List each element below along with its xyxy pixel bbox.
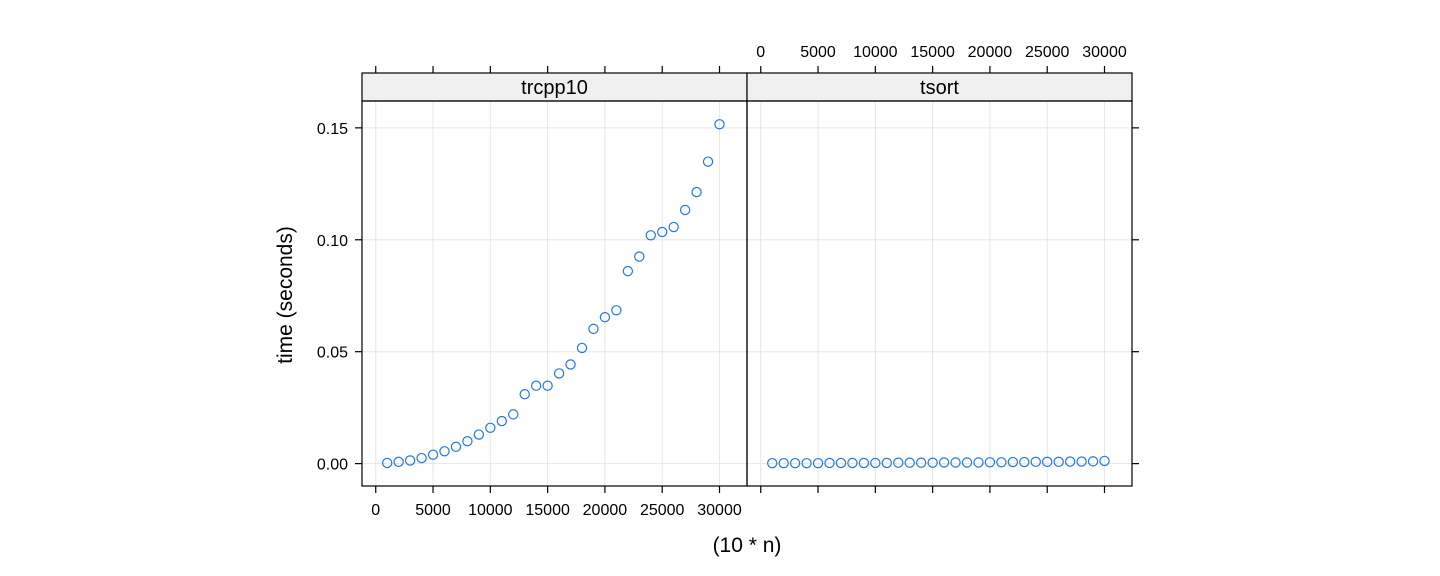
y-axis-title: time (seconds) xyxy=(274,226,297,364)
data-point xyxy=(657,226,668,238)
data-point xyxy=(1007,456,1019,468)
data-point xyxy=(622,265,634,277)
data-point xyxy=(778,457,789,469)
data-point xyxy=(508,409,519,420)
data-point xyxy=(847,457,858,469)
x-tick-label: 30000 xyxy=(1082,44,1127,61)
point-layer xyxy=(382,119,1110,469)
data-point xyxy=(542,380,553,391)
data-point xyxy=(904,457,915,468)
panel-strip-label: tsort xyxy=(920,77,959,99)
data-point xyxy=(668,221,679,233)
data-point xyxy=(462,436,473,447)
y-tick-label: 0.05 xyxy=(317,345,348,362)
data-point xyxy=(553,368,565,379)
data-point xyxy=(950,457,961,468)
data-point xyxy=(485,422,496,434)
data-point xyxy=(611,305,622,316)
data-point xyxy=(679,204,691,216)
y-tick-label: 0.00 xyxy=(317,457,348,474)
data-point xyxy=(915,457,927,468)
data-point xyxy=(1087,456,1099,467)
data-point xyxy=(1042,456,1053,468)
x-tick-label: 0 xyxy=(756,44,765,61)
x-tick-label: 5000 xyxy=(415,502,451,519)
data-point xyxy=(893,457,904,468)
data-point xyxy=(961,457,973,468)
data-point xyxy=(439,446,450,457)
panel-frame xyxy=(361,100,748,487)
data-point xyxy=(645,230,656,241)
data-point xyxy=(416,452,427,464)
data-point xyxy=(801,457,812,469)
grid-layer xyxy=(362,101,1132,486)
frame-layer: trcpp10 tsort xyxy=(361,72,1133,487)
data-point xyxy=(691,186,702,198)
y-tick-label: 0.10 xyxy=(317,233,348,250)
data-point xyxy=(382,457,393,469)
data-point xyxy=(714,119,725,130)
data-point xyxy=(1099,455,1110,467)
x-tick-label: 5000 xyxy=(800,44,836,61)
data-point xyxy=(1076,456,1087,467)
data-point xyxy=(789,457,801,469)
data-point xyxy=(427,449,439,460)
tick-layer: 0 5000 10000 15000 20000 25000 30000 0 5000 10000… xyxy=(317,44,1139,519)
data-point xyxy=(496,415,507,427)
data-point xyxy=(835,457,847,469)
panel-frame xyxy=(746,100,1133,487)
panel-strip-label: trcpp10 xyxy=(521,77,588,99)
data-point xyxy=(588,323,599,335)
data-point xyxy=(404,455,416,466)
data-point xyxy=(870,457,881,469)
data-point xyxy=(702,156,714,167)
x-tick-label: 20000 xyxy=(968,44,1013,61)
data-point xyxy=(984,457,996,468)
data-point xyxy=(519,389,530,400)
data-point xyxy=(393,456,404,468)
data-point xyxy=(634,251,645,262)
data-point xyxy=(1053,456,1064,468)
data-point xyxy=(599,312,611,323)
x-tick-label: 15000 xyxy=(910,44,955,61)
data-point xyxy=(881,457,892,469)
x-tick-label: 15000 xyxy=(525,502,570,519)
data-point xyxy=(530,380,542,391)
data-point xyxy=(812,457,824,469)
x-tick-label: 10000 xyxy=(468,502,513,519)
data-point xyxy=(473,429,485,440)
data-point xyxy=(1019,456,1030,468)
data-point xyxy=(576,342,588,354)
x-tick-label: 30000 xyxy=(697,502,742,519)
y-tick-label: 0.15 xyxy=(317,121,348,138)
data-point xyxy=(938,457,950,468)
data-point xyxy=(1030,456,1041,468)
data-point xyxy=(450,441,462,453)
x-tick-label: 10000 xyxy=(853,44,898,61)
x-tick-label: 20000 xyxy=(583,502,628,519)
data-point xyxy=(565,359,576,370)
data-point xyxy=(1064,456,1076,467)
data-point xyxy=(767,457,778,469)
data-point xyxy=(824,457,835,469)
x-tick-label: 0 xyxy=(371,502,380,519)
data-point xyxy=(927,457,938,468)
x-axis-title: (10 * n) xyxy=(713,534,782,557)
x-tick-label: 25000 xyxy=(1025,44,1070,61)
data-point xyxy=(996,457,1007,468)
x-tick-label: 25000 xyxy=(640,502,685,519)
data-point xyxy=(858,457,870,469)
data-point xyxy=(973,457,984,468)
